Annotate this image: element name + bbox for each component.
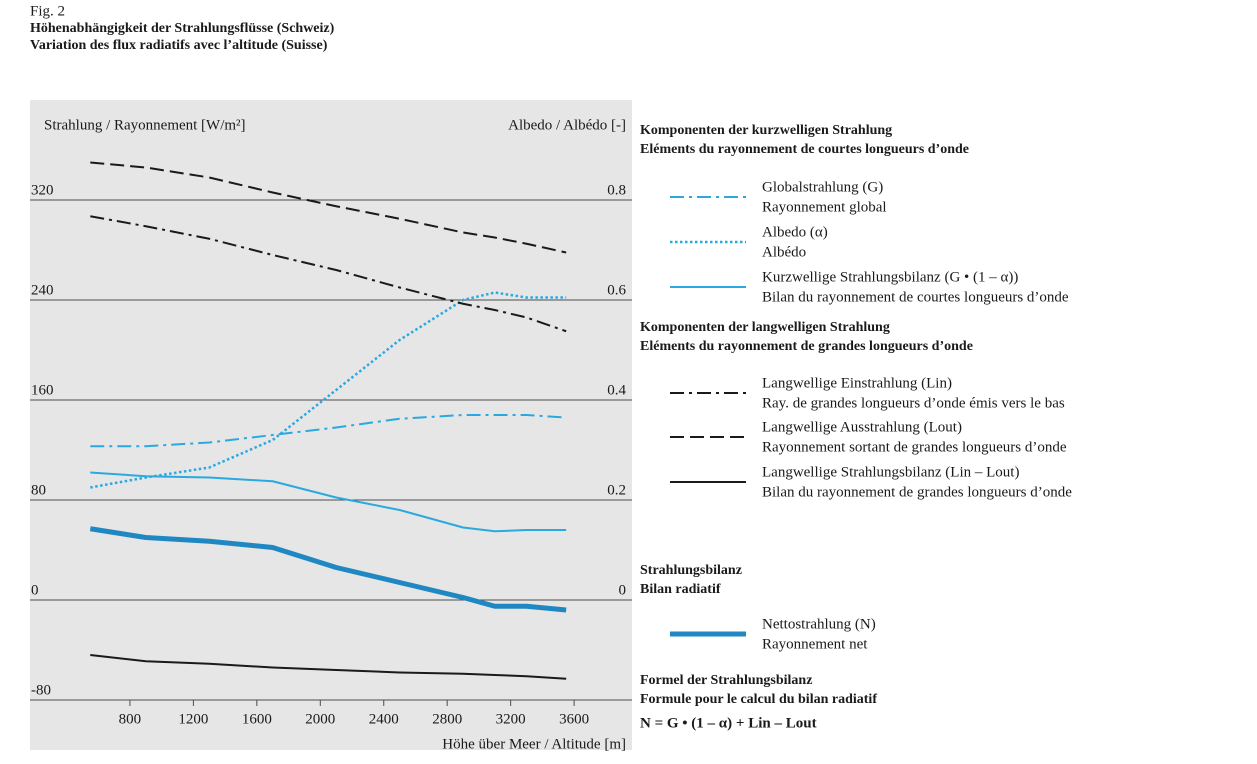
legend-group-title: Strahlungsbilanz [640,563,742,578]
chart-subtitle: Variation des flux radiatifs avec l’alti… [30,38,328,53]
series-line [90,215,567,333]
y2-tick-label: 0.6 [607,282,626,298]
legend-group-title: Komponenten der kurzwelligen Strahlung [640,123,892,138]
x-tick-label: 1200 [178,711,208,727]
series-line [90,654,567,680]
y2-axis-label: Albedo / Albédo [-] [508,117,626,133]
y-tick-label: 0 [31,582,39,598]
x-tick-label: 3600 [559,711,589,727]
formula: N = G • (1 – α) + Lin – Lout [640,715,817,731]
y-tick-label: 80 [31,482,46,498]
x-tick-label: 800 [119,711,142,727]
legend-group-subtitle: Eléments du rayonnement de courtes longu… [640,142,969,157]
y2-tick-label: 0 [619,582,627,598]
y-tick-label: -80 [31,682,51,698]
legend-label: Langwellige Ausstrahlung (Lout) [762,419,962,435]
y2-tick-label: 0.4 [607,382,626,398]
legend-label: Albedo (α) [762,224,828,240]
x-tick-label: 1600 [242,711,272,727]
x-tick-label: 2400 [369,711,399,727]
legend-sublabel: Rayonnement net [762,636,868,652]
legend-group-title: Komponenten der langwelligen Strahlung [640,320,890,335]
legend-sublabel: Rayonnement global [762,199,887,215]
legend-sublabel: Albédo [762,244,806,260]
y-tick-label: 240 [31,282,54,298]
legend-label: Nettostrahlung (N) [762,616,876,632]
x-tick-label: 2000 [305,711,335,727]
y2-tick-label: 0.2 [607,482,626,498]
y-tick-label: 160 [31,382,54,398]
figure-label: Fig. 2 [30,3,65,19]
legend-label: Langwellige Strahlungsbilanz (Lin – Lout… [762,464,1019,480]
legend-sublabel: Ray. de grandes longueurs d’onde émis ve… [762,395,1065,411]
series-line [90,471,567,533]
y-axis-label: Strahlung / Rayonnement [W/m²] [44,117,246,133]
x-tick-label: 3200 [496,711,526,727]
legend-label: Langwellige Einstrahlung (Lin) [762,375,952,391]
chart-title: Höhenabhängigkeit der Strahlungsflüsse (… [30,21,335,36]
legend-group-subtitle: Eléments du rayonnement de grandes longu… [640,339,973,354]
legend-label: Kurzwellige Strahlungsbilanz (G • (1 – α… [762,269,1018,285]
legend-sublabel: Bilan du rayonnement de courtes longueur… [762,289,1069,305]
series-line [90,414,567,448]
legend-label: Globalstrahlung (G) [762,179,883,195]
series-line [90,161,567,254]
formula-subtitle: Formule pour le calcul du bilan radiatif [640,692,877,707]
y2-tick-label: 0.8 [607,182,626,198]
y-tick-label: 320 [31,182,54,198]
x-axis-label: Höhe über Meer / Altitude [m] [442,736,626,752]
formula-title: Formel der Strahlungsbilanz [640,673,812,688]
plot-background [30,100,632,750]
legend-sublabel: Bilan du rayonnement de grandes longueur… [762,484,1072,500]
legend-group-subtitle: Bilan radiatif [640,582,721,597]
x-tick-label: 2800 [432,711,462,727]
series-line [90,291,567,489]
legend-sublabel: Rayonnement sortant de grandes longueurs… [762,439,1067,455]
series-line [89,526,567,613]
